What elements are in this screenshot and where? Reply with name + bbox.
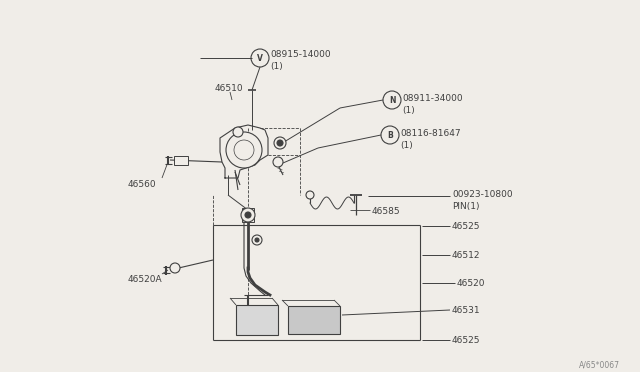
Bar [174,156,188,165]
Text: 00923-10800: 00923-10800 [452,190,513,199]
Text: (1): (1) [402,106,415,115]
Circle shape [273,157,283,167]
Bar [236,305,278,335]
Text: (1): (1) [400,141,413,150]
Circle shape [274,137,286,149]
Text: 46520A: 46520A [128,275,163,284]
Text: 46585: 46585 [372,207,401,216]
Text: 46512: 46512 [452,251,481,260]
Text: 46525: 46525 [452,222,481,231]
Text: A/65*0067: A/65*0067 [579,360,620,369]
Text: N: N [388,96,396,105]
Bar [242,208,254,222]
Text: PIN(1): PIN(1) [452,202,479,211]
Circle shape [245,212,251,218]
Circle shape [277,140,283,146]
Circle shape [306,191,314,199]
Text: 46520: 46520 [457,279,486,288]
Text: 08911-34000: 08911-34000 [402,94,463,103]
Text: 46510: 46510 [215,84,244,93]
Text: 46525: 46525 [452,336,481,345]
Text: 46531: 46531 [452,306,481,315]
Circle shape [170,263,180,273]
Text: 08116-81647: 08116-81647 [400,129,461,138]
Circle shape [233,127,243,137]
Circle shape [226,132,262,168]
Text: 46560: 46560 [128,180,157,189]
Circle shape [255,238,259,242]
Circle shape [241,208,255,222]
Text: V: V [257,54,263,62]
Bar [288,306,340,334]
Text: 08915-14000: 08915-14000 [270,50,331,59]
Text: (1): (1) [270,62,283,71]
Circle shape [252,235,262,245]
Text: B: B [387,131,393,140]
